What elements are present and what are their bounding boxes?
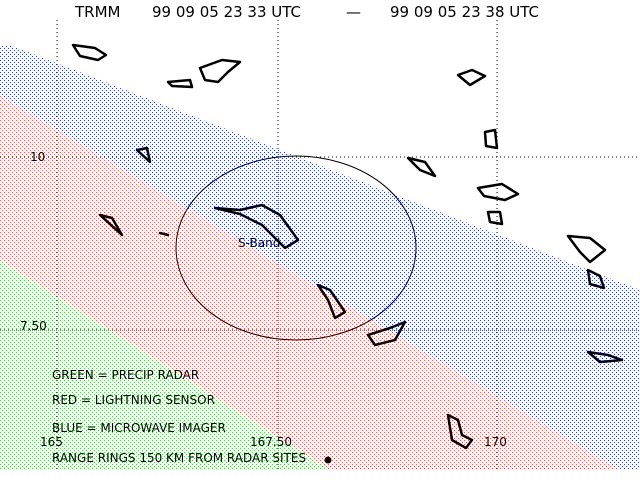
lon-label: 170 — [484, 435, 507, 449]
end-time: 99 09 05 23 38 UTC — [390, 3, 539, 21]
legend-text: RED = LIGHTNING SENSOR — [52, 393, 215, 407]
graticule — [0, 20, 640, 470]
legend-text: RANGE RINGS 150 KM FROM RADAR SITES — [52, 451, 306, 465]
legend-text: GREEN = PRECIP RADAR — [52, 368, 199, 382]
imager-swath — [0, 45, 640, 470]
range-ring — [175, 155, 417, 341]
lat-label: 10 — [30, 150, 45, 164]
start-time: 99 09 05 23 33 UTC — [152, 3, 301, 21]
islands — [71, 43, 624, 450]
separator: — — [346, 3, 361, 21]
radar-site — [324, 456, 332, 464]
lon-label: 165 — [40, 435, 63, 449]
satellite: TRMM — [74, 3, 120, 21]
lon-label: 167.50 — [250, 435, 292, 449]
lat-label: 7.50 — [20, 319, 47, 333]
site-label: S-Band — [238, 236, 280, 250]
legend-text: BLUE = MICROWAVE IMAGER — [52, 421, 226, 435]
radar-swath — [0, 260, 330, 470]
